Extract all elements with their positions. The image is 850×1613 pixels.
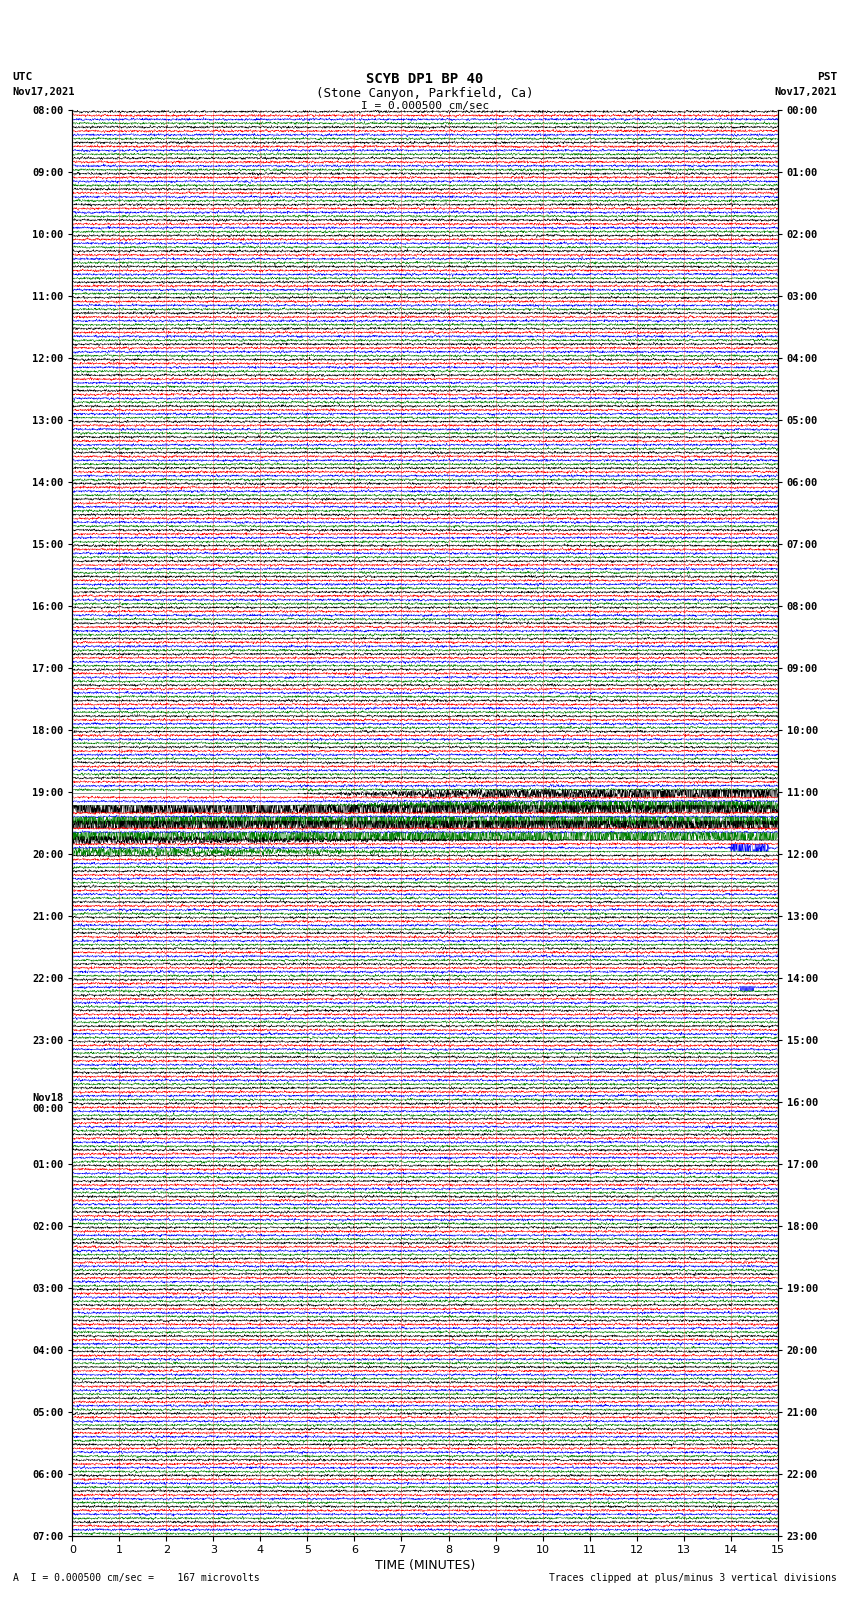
Text: (Stone Canyon, Parkfield, Ca): (Stone Canyon, Parkfield, Ca) <box>316 87 534 100</box>
Text: I = 0.000500 cm/sec: I = 0.000500 cm/sec <box>361 102 489 111</box>
Text: Nov17,2021: Nov17,2021 <box>774 87 837 97</box>
Text: SCYB DP1 BP 40: SCYB DP1 BP 40 <box>366 73 484 85</box>
Text: UTC: UTC <box>13 73 33 82</box>
Text: PST: PST <box>817 73 837 82</box>
Text: A  I = 0.000500 cm/sec =    167 microvolts: A I = 0.000500 cm/sec = 167 microvolts <box>13 1573 259 1582</box>
Text: Traces clipped at plus/minus 3 vertical divisions: Traces clipped at plus/minus 3 vertical … <box>549 1573 837 1582</box>
Text: Nov17,2021: Nov17,2021 <box>13 87 76 97</box>
X-axis label: TIME (MINUTES): TIME (MINUTES) <box>375 1560 475 1573</box>
